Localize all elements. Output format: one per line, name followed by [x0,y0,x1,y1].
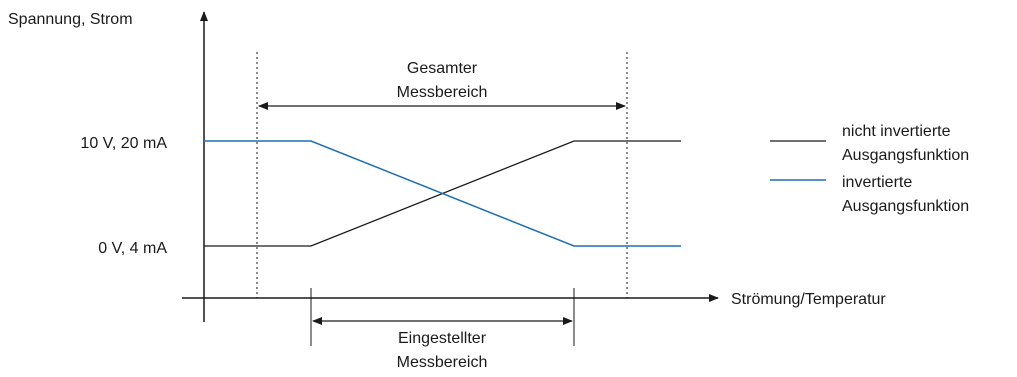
total-range-label-line2: Messbereich [397,84,488,101]
y-axis-label: Spannung, Strom [8,11,133,28]
legend-inverted-label-line2: Ausgangsfunktion [842,198,969,215]
x-axis-label: Strömung/Temperatur [731,291,886,308]
level-low-label: 0 V, 4 mA [98,240,167,257]
level-high-label: 10 V, 20 mA [80,135,167,152]
set-range-label-line2: Messbereich [397,354,488,371]
legend-non-inverted-label-line2: Ausgangsfunktion [842,147,969,164]
total-range-label-line1: Gesamter [407,60,478,77]
set-range-label-line1: Eingestellter [398,330,487,347]
legend-non-inverted-label-line1: nicht invertierte [842,123,951,140]
inverted-output-curve [204,140,681,247]
legend-inverted-label-line1: invertierte [842,174,912,191]
